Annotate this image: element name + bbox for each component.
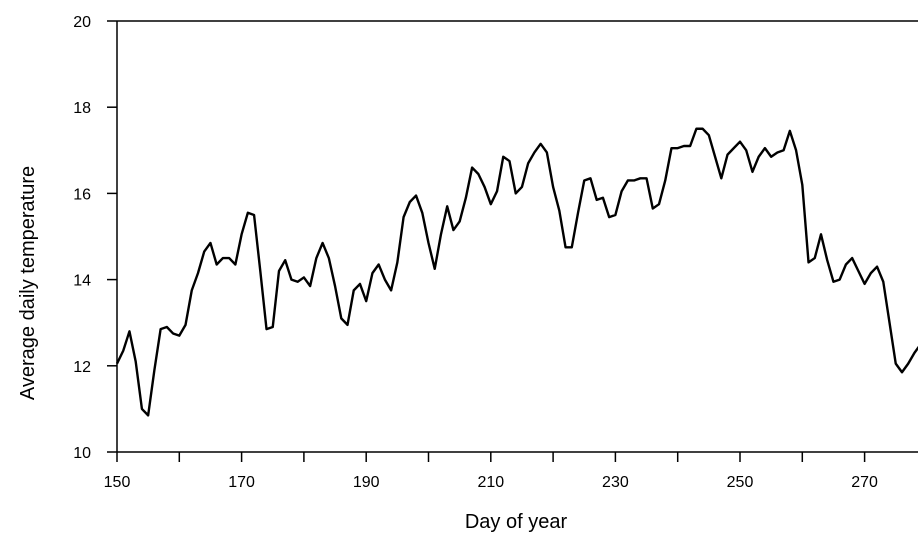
- x-tick-label: 170: [228, 474, 255, 491]
- x-axis-title: Day of year: [465, 511, 568, 533]
- y-tick-label: 18: [73, 100, 91, 117]
- y-tick-label: 16: [73, 186, 91, 203]
- x-tick-label: 210: [477, 474, 504, 491]
- y-tick-label: 10: [73, 445, 91, 462]
- x-tick-label: 250: [727, 474, 754, 491]
- x-tick-label: 150: [104, 474, 131, 491]
- y-tick-label: 12: [73, 359, 91, 376]
- y-axis: 10 12 14 16 18 20: [73, 14, 117, 462]
- y-tick-label: 20: [73, 14, 91, 31]
- y-axis-title: Average daily temperature: [17, 166, 39, 400]
- x-tick-label: 230: [602, 474, 629, 491]
- x-tick-label: 270: [851, 474, 878, 491]
- x-axis: 150 170 190 210 230 250 270: [104, 452, 878, 491]
- plot-frame: [116, 20, 918, 453]
- x-tick-label: 190: [353, 474, 380, 491]
- y-tick-label: 14: [73, 273, 91, 290]
- series-line: [115, 127, 918, 417]
